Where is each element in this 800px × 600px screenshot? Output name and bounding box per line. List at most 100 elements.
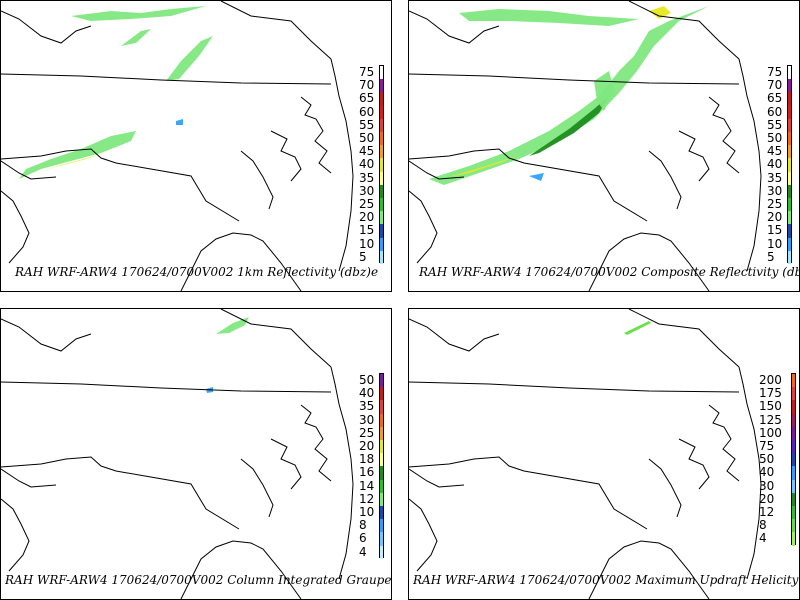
legend-swatch xyxy=(792,400,795,414)
legend-label: 30 xyxy=(359,183,375,198)
map-panel-1km-reflectivity: 75 70 65 60 55 50 45 40 35 30 25 20 15 10 5 RAH WRF-AR… xyxy=(0,0,392,292)
sound-shoreline-1 xyxy=(708,96,740,174)
legend-swatch xyxy=(788,158,791,172)
legend-label: 45 xyxy=(359,144,375,159)
echo-area xyxy=(624,321,651,335)
coastline-outer-banks xyxy=(330,58,354,272)
coastline-outer-banks xyxy=(330,366,354,580)
sound-shoreline-2 xyxy=(678,130,710,182)
map-panel-composite-reflectivity: 75 70 65 60 55 50 45 40 35 30 25 20 15 10 5 RAH WRF-AR… xyxy=(408,0,800,292)
legend-label: 20 xyxy=(759,491,775,506)
sound-shoreline-3 xyxy=(240,458,274,518)
county-line-north xyxy=(628,309,740,368)
coastline-outer-banks xyxy=(738,58,762,272)
legend-swatch xyxy=(788,79,791,93)
map-canvas xyxy=(409,1,762,291)
legend-label: 15 xyxy=(767,223,783,238)
legend-color-bar xyxy=(379,65,384,264)
legend-label: 55 xyxy=(767,117,783,132)
state-border-tn-nc xyxy=(409,160,465,180)
map-panel-column-integrated-graupel: 50 40 35 30 25 20 18 16 14 12 10 8 6 4 RAH WRF-ARW4 1… xyxy=(0,308,392,600)
state-border-va-nc xyxy=(409,381,740,393)
legend-label: 70 xyxy=(359,78,375,93)
state-border-tn-nc xyxy=(409,468,465,488)
echo-area xyxy=(176,119,183,125)
map-canvas xyxy=(1,1,354,291)
legend-swatch xyxy=(380,92,383,106)
legend-swatch xyxy=(380,466,383,480)
legend-label: 75 xyxy=(767,65,783,79)
legend-swatch xyxy=(380,145,383,159)
legend-swatch xyxy=(788,66,791,80)
legend-swatch xyxy=(380,105,383,119)
sound-shoreline-2 xyxy=(270,130,302,182)
map-canvas xyxy=(1,309,354,599)
map-panel-maximum-updraft-helicity: 200 175 150 125 100 75 50 40 30 20 12 8 4 RAH WRF-AR… xyxy=(408,308,800,600)
legend-label: 30 xyxy=(359,412,375,427)
legend-label: 75 xyxy=(359,65,375,79)
county-line-north xyxy=(628,1,740,60)
sound-shoreline-2 xyxy=(270,438,302,490)
echo-area xyxy=(166,36,213,81)
sound-shoreline-3 xyxy=(648,150,682,210)
county-line-north xyxy=(220,309,332,368)
county-line-west xyxy=(1,190,30,264)
legend-swatch xyxy=(792,413,795,427)
legend-label: 65 xyxy=(359,91,375,106)
state-border-tn-nc xyxy=(1,160,57,180)
legend-label: 12 xyxy=(759,505,775,519)
echo-area xyxy=(26,151,111,177)
legend-swatch xyxy=(788,211,791,225)
legend-swatch xyxy=(380,492,383,506)
panel-caption: RAH WRF-ARW4 170624/0700V002 Composite R… xyxy=(419,265,800,279)
county-line-northwest xyxy=(409,10,500,44)
legend-swatch xyxy=(380,237,383,251)
legend-label: 5 xyxy=(359,249,367,264)
legend-color-bar xyxy=(787,65,792,264)
echo-area xyxy=(429,6,709,185)
legend-label: 8 xyxy=(759,518,767,533)
legend-label: 16 xyxy=(359,465,375,480)
legend-swatch xyxy=(792,532,795,546)
legend-label: 25 xyxy=(767,197,783,211)
legend-label: 10 xyxy=(359,236,375,251)
legend-label: 5 xyxy=(767,249,775,264)
legend-swatch xyxy=(788,250,791,264)
sound-shoreline-1 xyxy=(300,404,332,482)
legend-swatch xyxy=(380,132,383,146)
echo-area xyxy=(216,317,249,334)
legend-label: 20 xyxy=(767,210,783,225)
legend-label: 175 xyxy=(759,386,782,401)
state-border-nc-sc xyxy=(1,456,240,530)
legend-label: 8 xyxy=(359,518,367,533)
legend-label: 100 xyxy=(759,425,782,440)
coastline-south xyxy=(180,540,302,599)
legend-label: 40 xyxy=(759,465,775,480)
legend-swatch xyxy=(792,519,795,533)
legend-label: 40 xyxy=(767,157,783,172)
state-border-nc-sc xyxy=(409,148,648,222)
echo-area xyxy=(121,29,151,46)
legend-swatch xyxy=(788,198,791,212)
sound-shoreline-1 xyxy=(300,96,332,174)
legend-swatch xyxy=(792,440,795,454)
sound-shoreline-3 xyxy=(648,458,682,518)
legend-label: 35 xyxy=(767,170,783,185)
echo-area xyxy=(459,9,639,26)
legend-label: 20 xyxy=(359,439,375,453)
legend-swatch xyxy=(792,492,795,506)
legend-swatch xyxy=(788,224,791,238)
state-border-va-nc xyxy=(409,73,740,85)
legend-label: 15 xyxy=(359,223,375,238)
legend-label: 50 xyxy=(767,131,783,145)
legend-swatch xyxy=(792,466,795,480)
panel-caption: RAH WRF-ARW4 170624/0700V002 Maximum Upd… xyxy=(413,573,799,587)
legend-color-bar xyxy=(379,373,384,559)
county-line-north xyxy=(220,1,332,60)
coastline-south xyxy=(588,540,710,599)
legend-swatch xyxy=(792,506,795,520)
legend-label: 40 xyxy=(359,386,375,401)
legend-swatch xyxy=(380,387,383,401)
legend-label: 200 xyxy=(759,373,782,387)
legend-label: 12 xyxy=(359,491,375,506)
